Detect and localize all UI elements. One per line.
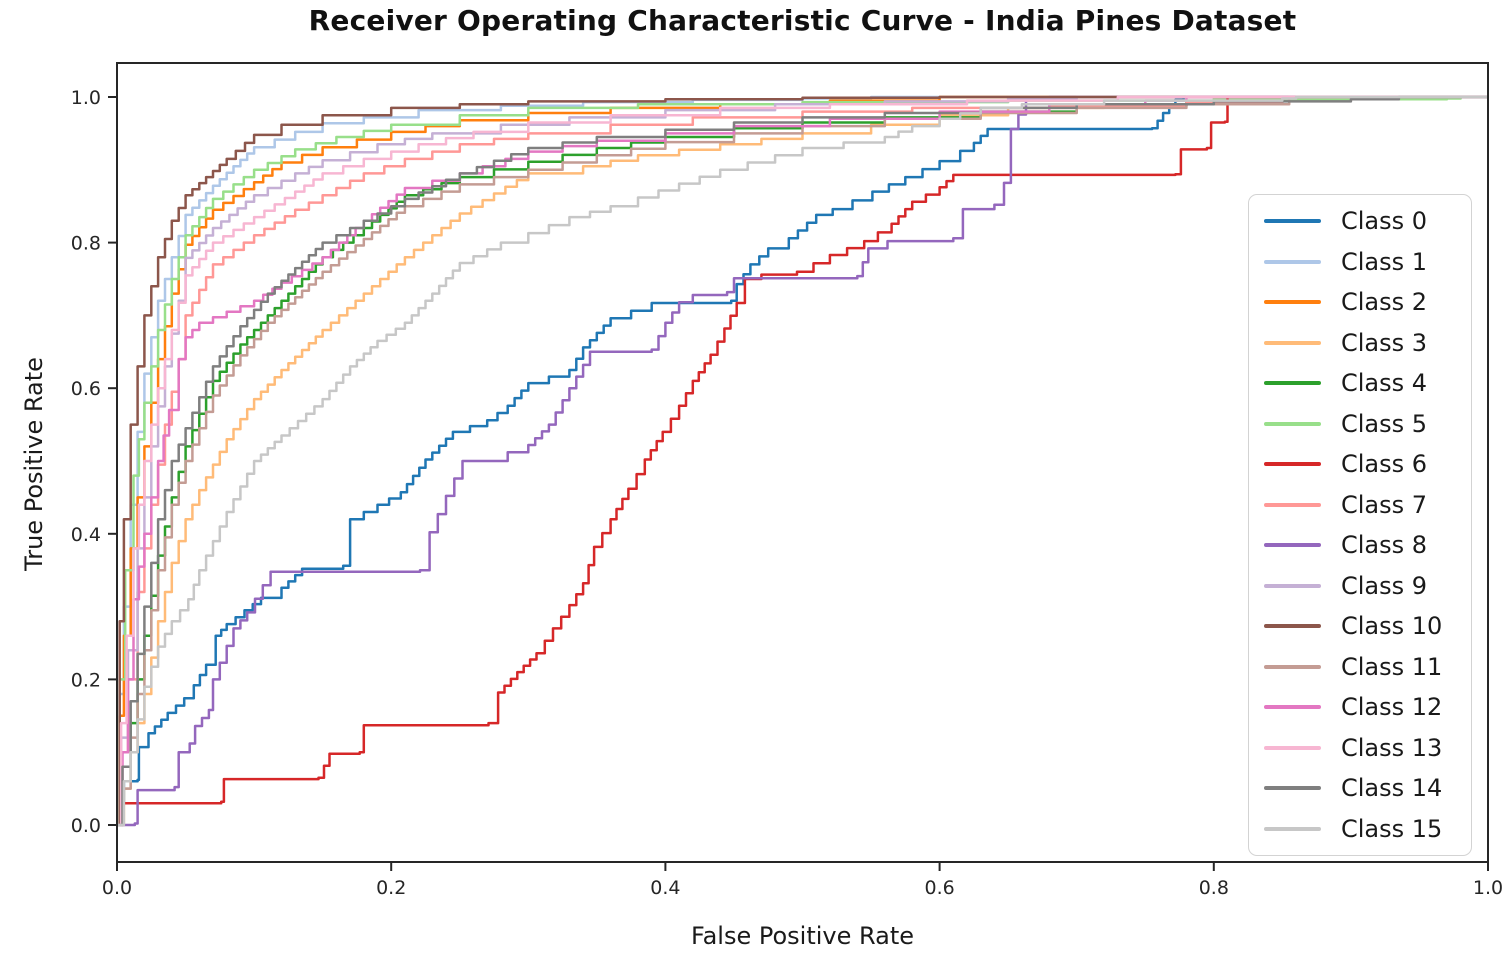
roc-curve-class-8 [117, 95, 1488, 827]
x-tick-label: 0.0 [102, 877, 132, 899]
roc-curve-class-15 [117, 95, 1488, 827]
legend-item: Class 4 [1264, 363, 1471, 403]
legend-item: Class 7 [1264, 485, 1471, 525]
legend-item-label: Class 14 [1341, 774, 1443, 803]
legend-line-swatch [1264, 421, 1321, 426]
legend-item-label: Class 7 [1341, 490, 1428, 519]
legend-item: Class 15 [1264, 809, 1471, 849]
legend: Class 0 Class 1 Class 2 Class 3 Class 4 Class… [1248, 194, 1472, 856]
y-tick-label: 0.0 [71, 815, 101, 837]
legend-item-label: Class 0 [1341, 207, 1428, 236]
axes-box [116, 62, 1489, 863]
legend-item-label: Class 15 [1341, 814, 1443, 843]
roc-curve-class-0 [117, 95, 1488, 827]
legend-line-swatch [1264, 462, 1321, 467]
roc-curve-class-1 [117, 95, 1488, 827]
x-tick-label: 0.4 [650, 877, 680, 899]
legend-item-label: Class 5 [1341, 409, 1428, 438]
legend-item: Class 1 [1264, 242, 1471, 282]
roc-curve-class-13 [117, 95, 1488, 827]
legend-item: Class 5 [1264, 404, 1471, 444]
legend-item: Class 11 [1264, 647, 1471, 687]
roc-curve-class-14 [117, 95, 1488, 827]
chart-title: Receiver Operating Characteristic Curve … [308, 4, 1297, 37]
legend-line-swatch [1264, 219, 1321, 224]
legend-item: Class 10 [1264, 606, 1471, 646]
legend-item-label: Class 12 [1341, 693, 1443, 722]
legend-item: Class 12 [1264, 687, 1471, 727]
x-tick-label: 0.6 [924, 877, 954, 899]
legend-item-label: Class 1 [1341, 247, 1428, 276]
y-tick-label: 0.2 [71, 669, 101, 691]
y-tick-label: 0.8 [71, 233, 101, 255]
legend-line-swatch [1264, 583, 1321, 588]
x-tick-label: 1.0 [1473, 877, 1503, 899]
legend-item: Class 2 [1264, 282, 1471, 322]
legend-line-swatch [1264, 502, 1321, 507]
x-tick-label: 0.2 [376, 877, 406, 899]
legend-item: Class 9 [1264, 566, 1471, 606]
roc-curve-class-5 [117, 95, 1488, 827]
legend-line-swatch [1264, 300, 1321, 305]
legend-item: Class 0 [1264, 201, 1471, 241]
legend-line-swatch [1264, 745, 1321, 750]
legend-item: Class 3 [1264, 323, 1471, 363]
legend-item: Class 14 [1264, 768, 1471, 808]
legend-line-swatch [1264, 664, 1321, 669]
x-axis-label: False Positive Rate [690, 922, 915, 950]
roc-curve-class-11 [117, 95, 1488, 827]
legend-item-label: Class 3 [1341, 328, 1428, 357]
y-tick-label: 0.6 [71, 378, 101, 400]
legend-item-label: Class 9 [1341, 571, 1428, 600]
legend-line-swatch [1264, 705, 1321, 710]
legend-line-swatch [1264, 786, 1321, 791]
legend-line-swatch [1264, 259, 1321, 264]
x-tick-label: 0.8 [1199, 877, 1229, 899]
roc-curve-class-7 [117, 95, 1488, 827]
legend-item-label: Class 4 [1341, 369, 1428, 398]
legend-item-label: Class 11 [1341, 652, 1443, 681]
legend-line-swatch [1264, 543, 1321, 548]
roc-curve-class-12 [117, 95, 1488, 827]
roc-curve-class-6 [117, 95, 1488, 827]
legend-line-swatch [1264, 340, 1321, 345]
legend-item: Class 8 [1264, 525, 1471, 565]
y-tick-label: 0.4 [71, 524, 101, 546]
legend-item: Class 6 [1264, 444, 1471, 484]
legend-item-label: Class 2 [1341, 288, 1428, 317]
legend-item: Class 13 [1264, 728, 1471, 768]
legend-item-label: Class 8 [1341, 531, 1428, 560]
roc-curve-class-3 [117, 95, 1488, 827]
legend-item-label: Class 6 [1341, 450, 1428, 479]
roc-curve-class-10 [117, 95, 1488, 827]
y-tick-label: 1.0 [71, 87, 101, 109]
y-axis-label: True Positive Rate [20, 357, 48, 571]
legend-line-swatch [1264, 381, 1321, 386]
legend-line-swatch [1264, 624, 1321, 629]
legend-line-swatch [1264, 826, 1321, 831]
legend-item-label: Class 13 [1341, 733, 1443, 762]
legend-item-label: Class 10 [1341, 612, 1443, 641]
